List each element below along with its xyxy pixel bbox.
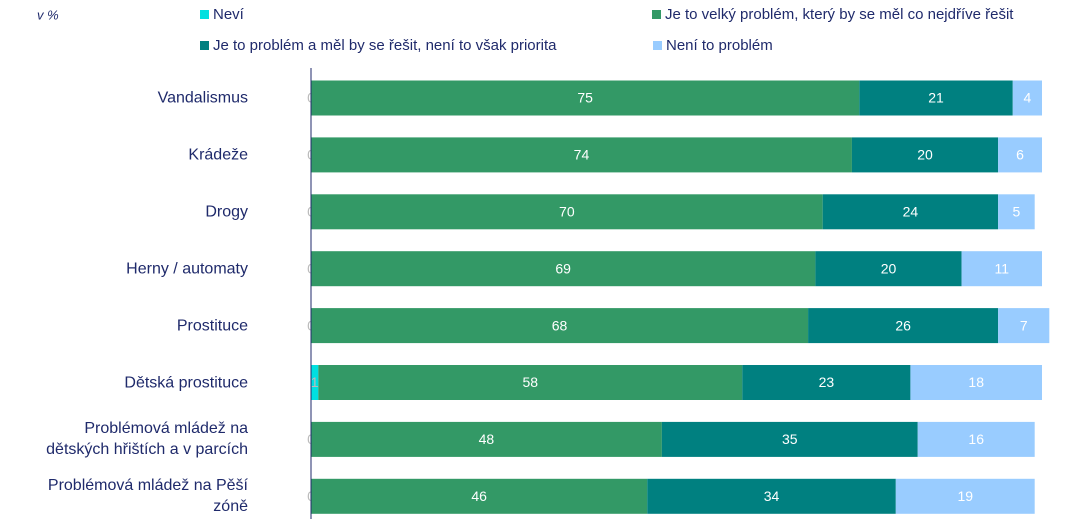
category-label: Problémová mládež na Pěší zóně xyxy=(47,477,248,516)
data-label: 11 xyxy=(995,260,1010,276)
legend-label: Není to problém xyxy=(666,37,773,54)
data-label: 58 xyxy=(523,374,539,390)
data-label: 75 xyxy=(577,90,593,106)
data-label: 48 xyxy=(479,431,495,447)
legend-swatch xyxy=(653,41,662,50)
data-label: 16 xyxy=(968,431,984,447)
data-label: 74 xyxy=(574,147,590,163)
legend-item: Neví xyxy=(200,6,244,23)
bar-segment xyxy=(851,137,999,173)
bar-segment xyxy=(311,365,319,400)
data-label: 69 xyxy=(555,260,571,276)
data-label: 20 xyxy=(881,260,897,276)
legend-label: Je to velký problém, který by se měl co … xyxy=(665,6,1014,23)
data-label: 70 xyxy=(559,204,575,220)
category-label: Prostituce xyxy=(176,317,248,335)
data-label: 20 xyxy=(917,147,933,163)
data-label: 26 xyxy=(895,317,911,333)
bar-segment xyxy=(822,194,999,230)
bar-segment xyxy=(661,421,918,457)
bar-segment xyxy=(311,251,816,287)
data-label: 68 xyxy=(552,317,568,333)
bar-segment xyxy=(998,194,1035,230)
legend-item: Je to problém a měl by se řešit, není to… xyxy=(200,37,556,54)
data-label: 7 xyxy=(1020,317,1028,333)
data-label: 18 xyxy=(968,374,984,390)
category-label: Krádeže xyxy=(188,146,248,164)
bar-segment xyxy=(647,478,896,514)
bar-segment xyxy=(859,80,1013,116)
category-label: Drogy xyxy=(205,203,248,221)
bar-segment xyxy=(961,251,1042,287)
bar-segment xyxy=(311,478,648,514)
data-label: 6 xyxy=(1016,147,1024,163)
bar-segment xyxy=(998,308,1050,344)
legend-label: Neví xyxy=(213,6,244,23)
category-label: Dětská prostituce xyxy=(124,374,248,391)
legend-label: Je to problém a měl by se řešit, není to… xyxy=(213,37,557,54)
data-label: 5 xyxy=(1013,204,1021,220)
category-label: Vandalismus xyxy=(157,89,248,107)
bar-segment xyxy=(311,308,809,344)
bar-segment xyxy=(917,421,1035,457)
bar-segment xyxy=(998,137,1042,173)
bar-segment xyxy=(311,137,852,173)
legend-swatch xyxy=(652,10,661,19)
data-label: 34 xyxy=(764,488,780,504)
legend-swatch xyxy=(200,41,209,50)
bar-segment xyxy=(311,80,860,116)
data-label: 19 xyxy=(957,488,973,504)
data-label: 23 xyxy=(819,374,835,390)
bar-segment xyxy=(910,365,1042,400)
bar-segment xyxy=(742,365,911,400)
data-label: 4 xyxy=(1023,90,1031,106)
category-label: Problémová mládež na dětských hřištích a… xyxy=(46,420,248,459)
subtitle: v % xyxy=(37,7,59,22)
bar-segment xyxy=(808,308,999,344)
category-label: Herny / automaty xyxy=(126,260,248,278)
legend-item: Není to problém xyxy=(653,37,773,54)
data-label: 21 xyxy=(928,90,944,106)
data-label: 24 xyxy=(903,204,919,220)
data-label: 35 xyxy=(782,431,798,447)
bar-segment xyxy=(311,421,662,457)
bar-segment xyxy=(1012,80,1042,116)
data-label: 46 xyxy=(471,488,487,504)
bar-segment xyxy=(318,365,743,400)
bar-segment xyxy=(815,251,962,287)
legend-item: Je to velký problém, který by se měl co … xyxy=(652,6,1013,23)
bar-segment xyxy=(311,194,823,230)
bar-segment xyxy=(895,478,1035,514)
data-label: 1 xyxy=(311,374,319,390)
legend-swatch xyxy=(200,10,209,19)
